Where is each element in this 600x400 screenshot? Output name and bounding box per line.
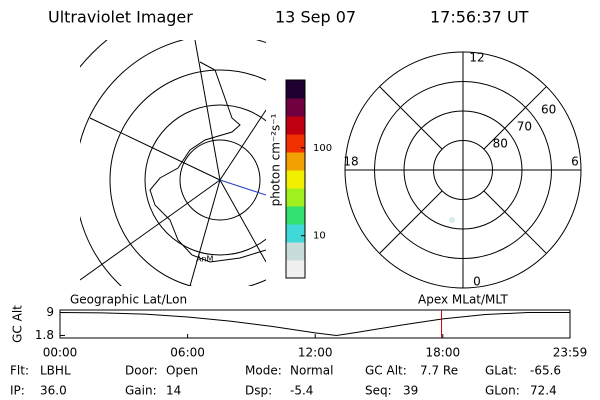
info-label: GC Alt: xyxy=(365,364,407,378)
lat-circle xyxy=(10,0,440,395)
lat-circle xyxy=(109,69,266,286)
info-value: LBHL xyxy=(40,364,71,378)
info-value: 7.7 Re xyxy=(420,364,458,378)
info-value: 72.4 xyxy=(530,384,557,398)
color-cell xyxy=(286,98,305,117)
color-cell xyxy=(286,152,305,171)
meridian xyxy=(189,179,221,286)
lat-circle xyxy=(144,104,266,256)
map-label: AnM xyxy=(196,255,214,264)
info-value: 36.0 xyxy=(40,384,67,398)
color-cell xyxy=(286,188,305,207)
color-cell xyxy=(286,242,305,261)
info-value: Open xyxy=(166,364,198,378)
info-label: GLon: xyxy=(485,384,520,398)
x-tick-label: 12:00 xyxy=(298,346,333,360)
meridian xyxy=(89,117,221,181)
meridian xyxy=(219,109,266,181)
mlt-label: 12 xyxy=(469,51,484,65)
annotation: Apex MLat/MLT xyxy=(418,293,508,307)
info-value: Normal xyxy=(290,364,333,378)
info-label: Dsp: xyxy=(245,384,272,398)
color-cell xyxy=(286,134,305,153)
lat-label: 70 xyxy=(517,119,532,133)
lat-label: 80 xyxy=(493,136,508,150)
y-axis-label: GC Alt xyxy=(11,305,25,343)
color-cell xyxy=(286,80,305,99)
mlt-spoke xyxy=(483,86,547,150)
mlt-spoke xyxy=(379,190,443,254)
mlt-label: 18 xyxy=(343,155,358,169)
color-cell xyxy=(286,116,305,135)
annotation: Geographic Lat/Lon xyxy=(70,293,187,307)
info-label: GLat: xyxy=(485,364,517,378)
y-tick-label: 9 xyxy=(46,305,54,319)
meridian xyxy=(80,179,221,281)
meridian xyxy=(219,179,266,263)
info-label: Mode: xyxy=(245,364,282,378)
info-label: Flt: xyxy=(10,364,29,378)
colorbar: 10 100 xyxy=(285,79,332,279)
mlt-label: 0 xyxy=(473,275,481,289)
time: 17:56:37 UT xyxy=(430,8,529,27)
altitude-plot: GC Alt Geographic Lat/Lon Apex MLat/MLT 1.8… xyxy=(11,293,588,360)
info-value: -65.6 xyxy=(530,364,561,378)
meridian xyxy=(219,179,266,196)
lat-circle xyxy=(179,139,261,221)
meridian xyxy=(194,40,221,181)
color-cell xyxy=(286,260,305,279)
info-label: Gain: xyxy=(125,384,157,398)
mlt-spoke xyxy=(483,190,547,254)
mlt-label: 6 xyxy=(571,155,579,169)
title: Ultraviolet Imager xyxy=(48,8,193,27)
lat-ring xyxy=(374,81,552,259)
lat-ring xyxy=(433,140,493,200)
x-tick-label: 06:00 xyxy=(170,346,205,360)
date: 13 Sep 07 xyxy=(275,8,356,27)
x-tick-label: 23:59 xyxy=(553,346,588,360)
color-cell xyxy=(286,224,305,243)
emission-spot xyxy=(449,217,455,223)
lat-ring xyxy=(403,110,523,230)
x-tick-label: 00:00 xyxy=(43,346,78,360)
altitude-line xyxy=(59,312,570,336)
x-tick-label: 18:00 xyxy=(426,346,461,360)
y-tick-label: 1.8 xyxy=(35,328,54,342)
colorbar-frame xyxy=(285,79,306,279)
mlt-spoke xyxy=(379,86,443,150)
colorbar-tick-label: 100 xyxy=(313,143,332,154)
info-label: IP: xyxy=(10,384,25,398)
color-cell xyxy=(286,206,305,225)
info-label: Door: xyxy=(125,364,158,378)
colorbar-tick-label: 10 xyxy=(313,231,326,242)
lat-label: 60 xyxy=(541,103,556,117)
info-value: 14 xyxy=(166,384,181,398)
coastline xyxy=(149,61,266,263)
info-panel: Flt: LBHL Door: Open Mode: Normal GC Alt: 7.7 R… xyxy=(10,364,561,398)
info-value: 39 xyxy=(403,384,418,398)
color-cell xyxy=(286,170,305,189)
info-label: Seq: xyxy=(365,384,392,398)
geo-map xyxy=(10,0,440,395)
info-value: -5.4 xyxy=(290,384,313,398)
colorbar-label: photon cm⁻²s⁻¹ xyxy=(269,113,283,206)
